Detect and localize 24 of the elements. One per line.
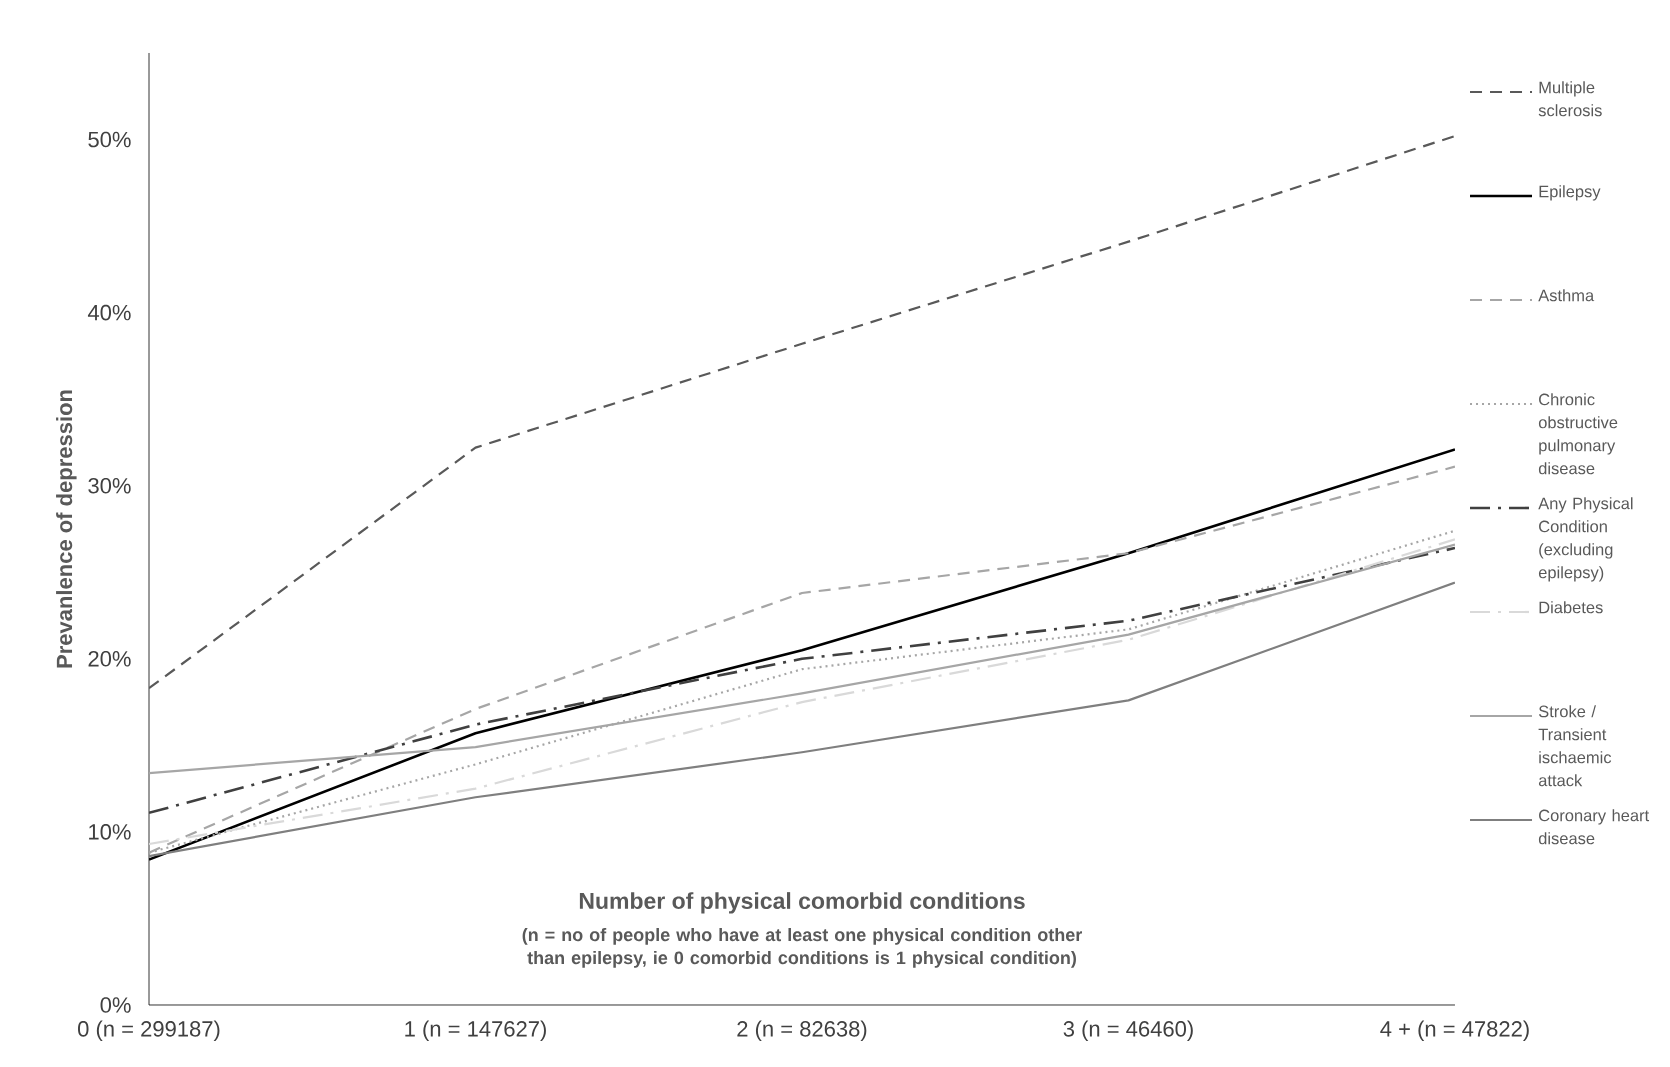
legend-label: Asthma (1538, 289, 1595, 302)
x-tick-label: 0 (n = 299187) (78, 1020, 220, 1042)
line-series (149, 134, 1455, 690)
x-tick-label: 1 (n = 147627) (405, 1020, 546, 1042)
x-axis-title: Number of physical comorbid conditions (579, 892, 1025, 914)
legend-label: Epilepsy (1539, 185, 1601, 201)
y-tick-label: 0% (100, 997, 131, 1013)
x-tick-label: 4 + (n = 47822) (1380, 1020, 1529, 1042)
x-tick-label: 2 (n = 82638) (737, 1020, 867, 1042)
legend-label: Multiple sclerosis (1538, 81, 1602, 117)
legend-label: Diabetes (1539, 601, 1603, 614)
y-tick-label: 30% (88, 477, 131, 494)
legend-label: Stroke / Transient ischaemic attack (1538, 705, 1612, 787)
y-tick-label: 20% (88, 651, 131, 667)
legend-label: Any Physical Condition (excluding epilepsy) (1538, 497, 1633, 582)
y-tick-label: 40% (87, 304, 131, 321)
legend-label: Chronic obstructive pulmonary disease (1538, 393, 1618, 475)
line-series (149, 581, 1455, 858)
y-axis-title: Prevanlence of depression (56, 390, 77, 668)
legend-label: Coronary heart disease (1538, 809, 1650, 845)
y-tick-label: 10% (89, 824, 131, 840)
x-tick-label: 3 (n = 46460) (1063, 1020, 1193, 1042)
y-tick-label: 50% (88, 131, 131, 148)
annotation: (n = no of people who have at least one physical condition other than epilepsy, ie 0 comorbid conditions is 1 physical condition) (522, 927, 1083, 968)
